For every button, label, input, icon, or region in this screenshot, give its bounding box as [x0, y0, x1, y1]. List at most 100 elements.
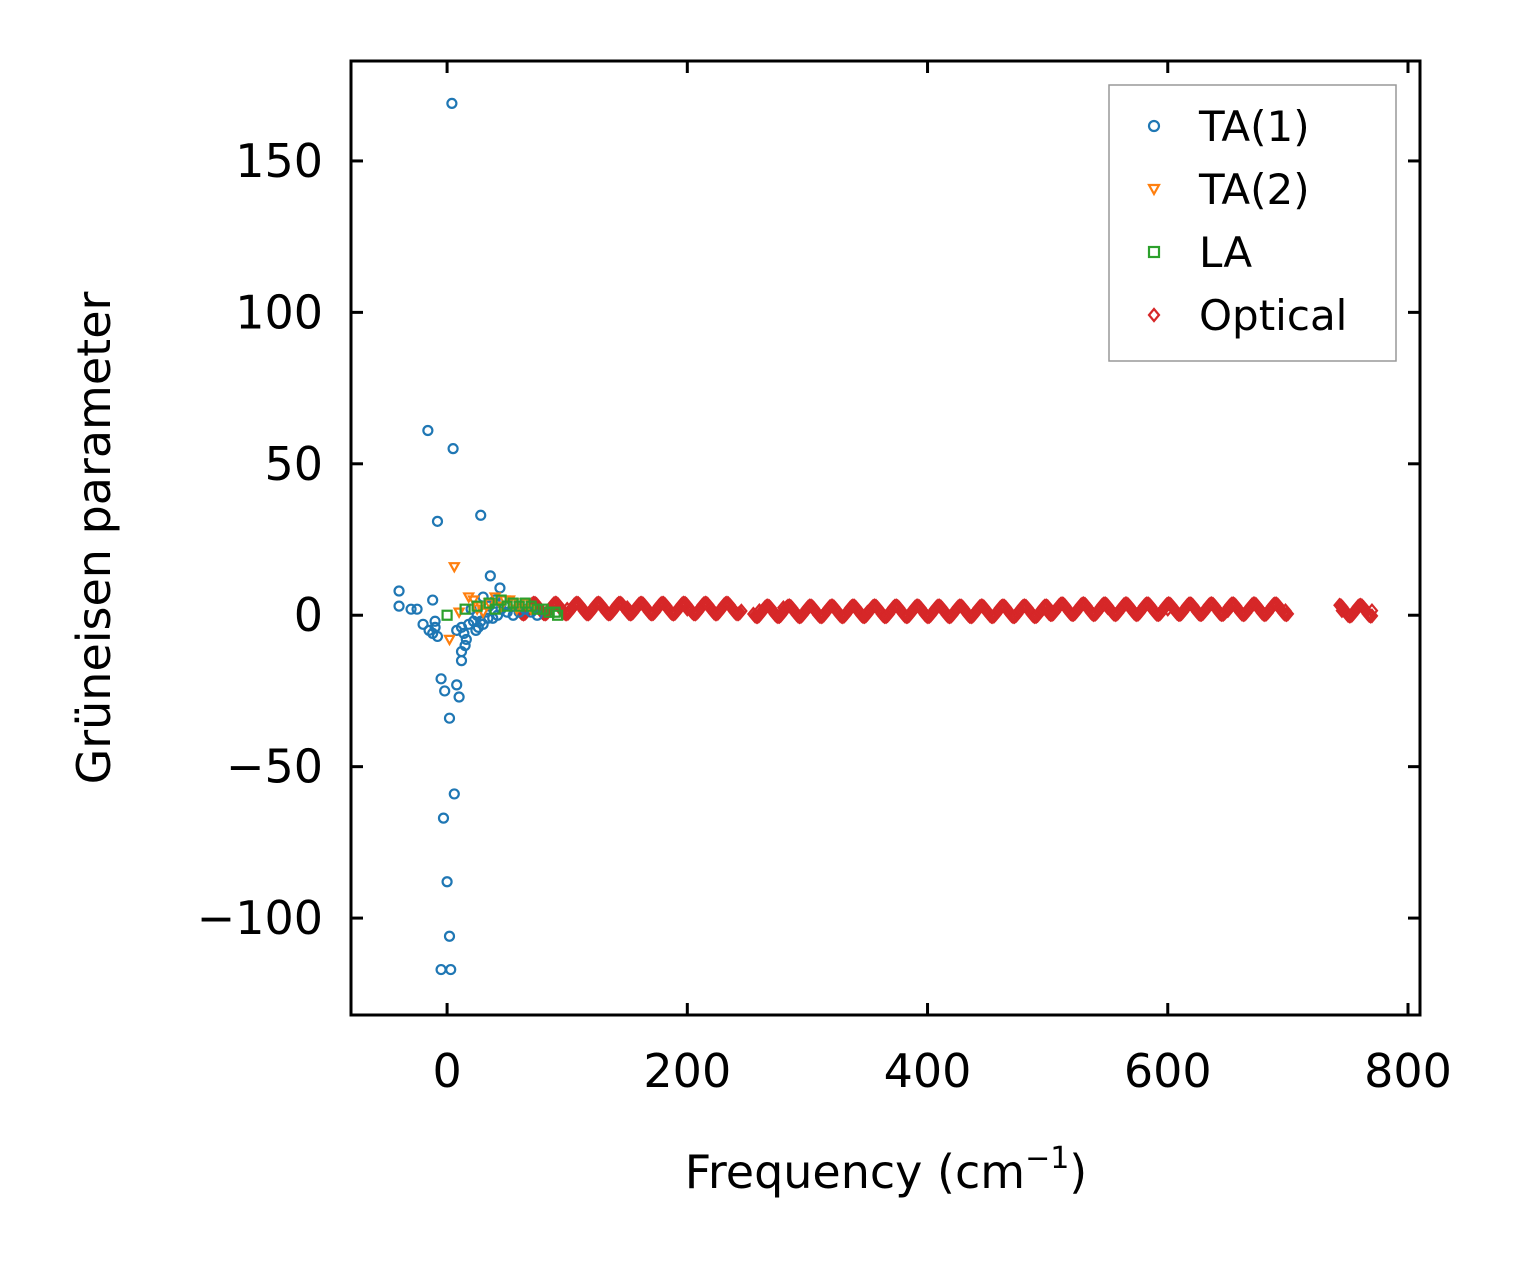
- data-point: [484, 570, 496, 582]
- data-point: [459, 603, 471, 615]
- legend-marker: [1147, 245, 1161, 259]
- optical-point: [1281, 606, 1295, 622]
- data-point: [443, 712, 456, 724]
- data-point: [429, 621, 441, 633]
- data-point: [427, 594, 439, 606]
- legend: TA(1) TA(2) LA Optical: [1108, 84, 1397, 362]
- optical-point: [1365, 602, 1379, 619]
- optical-point: [981, 604, 995, 620]
- data-point: [483, 597, 495, 609]
- data-point: [447, 443, 459, 455]
- data-point: [467, 595, 480, 607]
- optical-point: [1221, 602, 1235, 619]
- series-optical: [512, 595, 1379, 625]
- optical-point: [1279, 602, 1292, 619]
- data-point: [393, 600, 405, 612]
- data-point: [455, 645, 468, 658]
- optical-point: [560, 601, 574, 617]
- data-point: [525, 606, 537, 618]
- x-axis-title: Frequency (cm−1): [685, 1141, 1088, 1199]
- optical-point: [728, 604, 742, 620]
- data-point: [435, 673, 447, 685]
- data-point: [460, 633, 472, 646]
- x-tick-label: 600: [1124, 1044, 1212, 1098]
- data-point: [489, 603, 501, 615]
- optical-point: [776, 599, 790, 616]
- x-tick-label: 800: [1364, 1044, 1452, 1098]
- series-ta1: [393, 97, 543, 976]
- data-point: [441, 609, 453, 621]
- y-axis: −100 −50 0 50 100 150: [197, 134, 1420, 945]
- data-point: [491, 609, 504, 621]
- optical-point: [1101, 599, 1115, 616]
- legend-label: LA: [1199, 228, 1252, 277]
- plot-frame: [349, 59, 1422, 1017]
- data-point: [470, 624, 482, 636]
- data-point: [439, 685, 451, 697]
- data-point: [501, 600, 513, 612]
- data-point: [441, 876, 453, 888]
- x-tick-label: 400: [884, 1044, 972, 1098]
- x-tick-label: 200: [643, 1044, 731, 1098]
- optical-point: [1161, 601, 1175, 617]
- data-point: [507, 597, 519, 609]
- legend-label: TA(1): [1198, 102, 1310, 151]
- optical-point: [620, 599, 634, 616]
- data-point: [531, 603, 543, 615]
- data-point: [503, 595, 516, 607]
- data-point: [446, 97, 458, 110]
- y-tick-label: 0: [294, 588, 323, 642]
- data-point: [443, 930, 456, 942]
- y-tick-label: 100: [235, 285, 323, 339]
- x-axis: 0 200 400 600 800: [432, 61, 1452, 1098]
- optical-point: [1041, 599, 1055, 616]
- data-point: [445, 963, 457, 976]
- y-tick-label: 150: [235, 134, 323, 188]
- series-la: [441, 594, 564, 621]
- data-point: [537, 603, 549, 615]
- plot-points: [393, 97, 1379, 976]
- x-tick-label: 0: [432, 1044, 461, 1098]
- data-point: [429, 615, 441, 627]
- data-point: [411, 603, 423, 615]
- data-point: [531, 609, 543, 621]
- y-axis-title: Grüneisen parameter: [67, 291, 121, 784]
- y-tick-label: −100: [197, 891, 323, 945]
- data-point: [447, 562, 461, 574]
- legend-label: TA(2): [1198, 165, 1310, 214]
- data-point: [477, 618, 489, 630]
- data-point: [448, 788, 460, 800]
- legend-marker: [1147, 119, 1161, 133]
- data-point: [458, 627, 470, 640]
- data-point: [393, 585, 405, 597]
- optical-point: [680, 601, 694, 617]
- optical-point: [752, 602, 766, 619]
- data-point: [443, 634, 456, 647]
- data-point: [455, 655, 468, 667]
- data-point: [494, 582, 506, 594]
- data-point: [405, 603, 417, 615]
- data-point: [525, 600, 537, 612]
- legend-marker: [1147, 183, 1161, 197]
- data-point: [501, 606, 513, 618]
- data-point: [417, 618, 429, 630]
- data-point: [422, 424, 434, 437]
- y-tick-label: 50: [264, 437, 323, 491]
- y-tick-label: −50: [226, 740, 323, 794]
- data-point: [437, 812, 450, 824]
- data-point: [519, 597, 531, 609]
- optical-point: [861, 604, 874, 620]
- data-point: [451, 679, 463, 691]
- data-point: [431, 515, 444, 527]
- legend-label: Optical: [1199, 291, 1347, 340]
- data-point: [476, 607, 490, 619]
- data-point: [471, 600, 483, 612]
- data-point: [435, 963, 447, 976]
- optical-point: [1335, 602, 1349, 619]
- data-point: [455, 621, 468, 633]
- data-point: [475, 509, 487, 521]
- legend-marker: [1147, 307, 1161, 323]
- data-point: [549, 606, 561, 618]
- data-point: [495, 594, 507, 606]
